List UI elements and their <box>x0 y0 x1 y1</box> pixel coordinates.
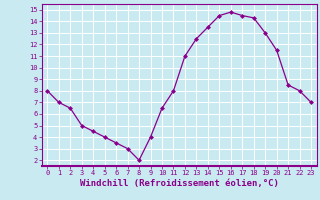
X-axis label: Windchill (Refroidissement éolien,°C): Windchill (Refroidissement éolien,°C) <box>80 179 279 188</box>
